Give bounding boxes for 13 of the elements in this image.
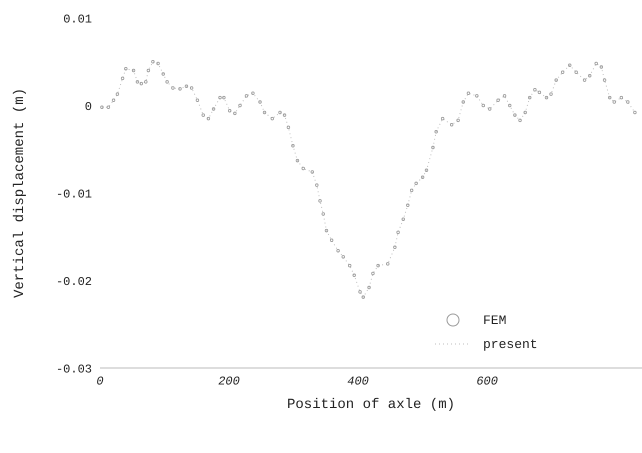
y-tick-label: -0.02	[56, 274, 92, 289]
x-axis-title: Position of axle (m)	[286, 397, 456, 413]
y-axis-title: Vertical displacement (m)	[12, 88, 28, 298]
x-tick-label: 0	[96, 374, 104, 389]
y-tick-label: 0.01	[63, 12, 92, 26]
x-tick-label: 400	[347, 374, 369, 389]
legend-label: present	[483, 336, 538, 352]
legend-label: FEM	[483, 312, 506, 328]
x-tick-label: 200	[218, 374, 240, 389]
y-tick-label: 0	[84, 100, 92, 114]
y-tick-label: -0.01	[56, 187, 92, 202]
y-tick-label: -0.03	[56, 362, 92, 376]
x-tick-label: 600	[476, 374, 498, 389]
